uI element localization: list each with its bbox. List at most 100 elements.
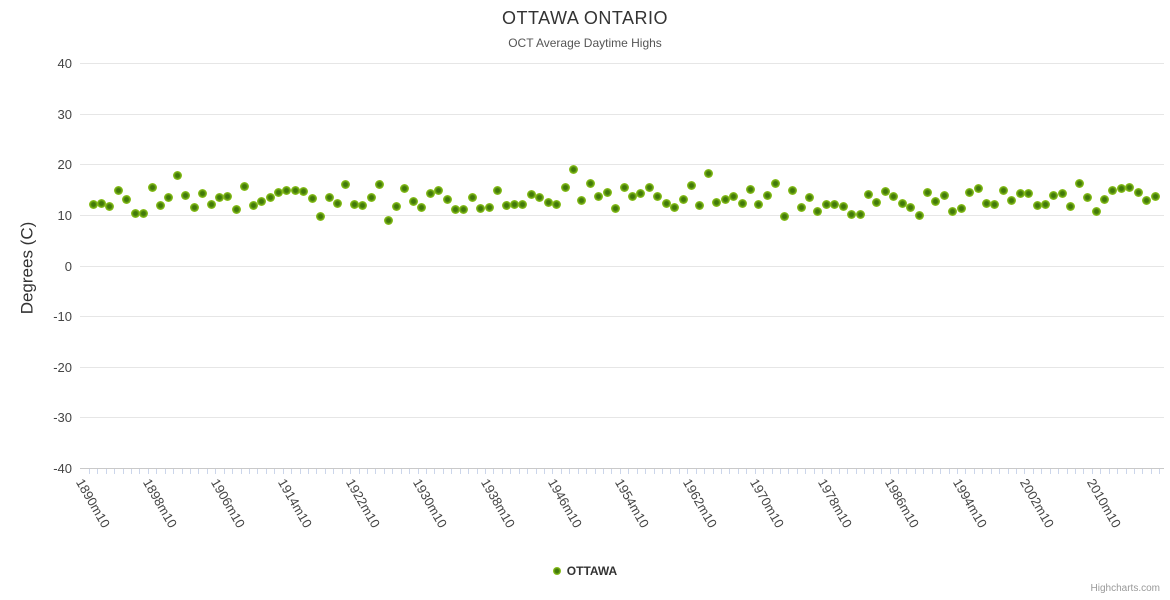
data-point[interactable] [257,197,267,207]
data-point[interactable] [771,179,781,188]
data-point[interactable] [1091,206,1101,216]
data-point[interactable] [821,199,831,209]
data-point[interactable] [1083,193,1093,203]
data-point[interactable] [568,165,578,175]
data-point[interactable] [164,193,174,203]
data-point[interactable] [1125,182,1135,192]
data-point[interactable] [400,183,410,193]
data-point[interactable] [332,198,342,208]
data-point[interactable] [1032,201,1042,211]
data-point[interactable] [181,190,191,200]
data-point[interactable] [585,178,595,188]
data-point[interactable] [729,192,739,202]
data-point[interactable] [889,192,899,202]
data-point[interactable] [577,196,587,206]
data-point[interactable] [981,198,991,208]
data-point[interactable] [1133,188,1143,198]
data-point[interactable] [998,185,1008,195]
data-point[interactable] [1142,196,1152,206]
data-point[interactable] [265,193,275,203]
data-point[interactable] [408,197,418,207]
data-point[interactable] [113,186,123,196]
data-point[interactable] [484,203,494,213]
data-point[interactable] [611,203,621,213]
data-point[interactable] [417,203,427,213]
data-point[interactable] [248,201,258,211]
data-point[interactable] [686,180,696,190]
data-point[interactable] [754,200,764,210]
data-point[interactable] [973,183,983,193]
data-point[interactable] [990,199,1000,209]
legend-item-ottawa[interactable]: OTTAWA [0,564,1170,578]
data-point[interactable] [358,201,368,211]
data-point[interactable] [813,206,823,216]
data-point[interactable] [189,203,199,213]
data-point[interactable] [198,188,208,198]
data-point[interactable] [779,211,789,221]
data-point[interactable] [644,183,654,192]
data-point[interactable] [552,200,562,210]
data-point[interactable] [366,192,376,202]
data-point[interactable] [105,202,115,212]
data-point[interactable] [796,203,806,213]
data-point[interactable] [375,179,385,189]
data-point[interactable] [299,187,309,197]
data-point[interactable] [391,202,401,212]
data-point[interactable] [1108,185,1118,195]
data-point[interactable] [290,185,300,195]
data-point[interactable] [956,203,966,213]
data-point[interactable] [838,202,848,212]
data-point[interactable] [282,185,292,195]
data-point[interactable] [434,185,444,195]
data-point[interactable] [939,190,949,200]
data-point[interactable] [594,192,604,202]
data-point[interactable] [535,193,545,203]
data-point[interactable] [526,189,536,199]
data-point[interactable] [518,199,528,209]
data-point[interactable] [1057,188,1067,198]
data-point[interactable] [476,203,486,213]
data-point[interactable] [855,209,865,219]
data-point[interactable] [712,198,722,208]
data-point[interactable] [88,199,98,209]
data-point[interactable] [880,187,890,197]
data-point[interactable] [316,211,326,221]
data-point[interactable] [1040,199,1050,209]
data-point[interactable] [383,215,393,225]
data-point[interactable] [830,199,840,209]
data-point[interactable] [122,194,132,204]
data-point[interactable] [906,203,916,213]
data-point[interactable] [720,195,730,205]
data-point[interactable] [678,195,688,205]
data-point[interactable] [931,197,941,207]
data-point[interactable] [214,193,224,203]
highcharts-credits-link[interactable]: Highcharts.com [1090,583,1160,594]
data-point[interactable] [1066,202,1076,212]
data-point[interactable] [324,193,334,203]
data-point[interactable] [442,195,452,205]
data-point[interactable] [948,206,958,216]
data-point[interactable] [670,203,680,213]
data-point[interactable] [762,190,772,200]
data-point[interactable] [223,192,233,202]
data-point[interactable] [341,179,351,189]
data-point[interactable] [96,198,106,208]
data-point[interactable] [703,168,713,178]
data-point[interactable] [425,188,435,198]
data-point[interactable] [737,198,747,208]
data-point[interactable] [509,199,519,209]
data-point[interactable] [560,183,570,192]
data-point[interactable] [1015,188,1025,198]
data-point[interactable] [139,208,149,218]
data-point[interactable] [1099,195,1109,205]
data-point[interactable] [231,205,241,215]
data-point[interactable] [847,210,857,220]
data-point[interactable] [1024,188,1034,198]
data-point[interactable] [914,211,924,221]
data-point[interactable] [349,200,359,210]
data-point[interactable] [863,189,873,199]
data-point[interactable] [206,200,216,210]
data-point[interactable] [745,184,755,194]
data-point[interactable] [619,183,629,192]
data-point[interactable] [1049,190,1059,200]
